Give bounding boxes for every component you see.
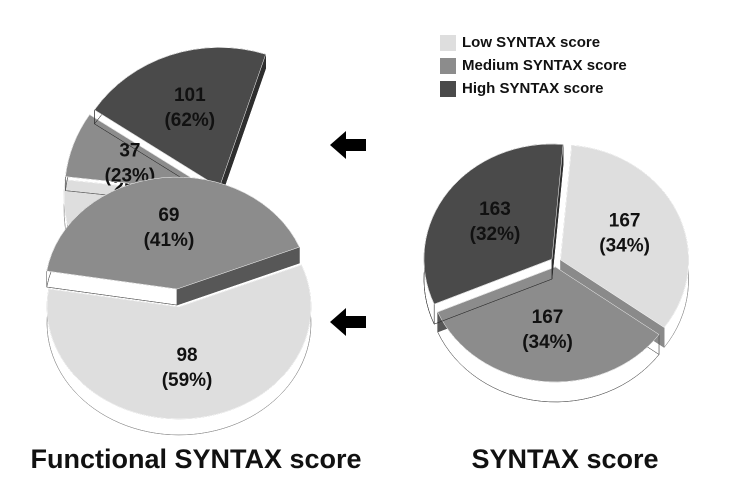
arrow bbox=[330, 308, 366, 336]
slice bbox=[423, 143, 564, 305]
data-label: (34%) bbox=[522, 332, 573, 353]
legend-swatch bbox=[440, 58, 456, 74]
legend-label: High SYNTAX score bbox=[462, 80, 603, 97]
chart-title: Functional SYNTAX score bbox=[30, 444, 361, 474]
data-label: (59%) bbox=[162, 370, 213, 391]
slice bbox=[46, 176, 300, 290]
data-label: 37 bbox=[119, 141, 140, 162]
data-label: 163 bbox=[479, 199, 511, 220]
chart-title: SYNTAX score bbox=[471, 444, 658, 474]
data-label: 69 bbox=[158, 205, 179, 226]
data-label: 167 bbox=[532, 307, 564, 328]
data-label: 98 bbox=[176, 345, 197, 366]
slice bbox=[94, 47, 267, 188]
slice bbox=[437, 266, 660, 383]
arrow bbox=[330, 131, 366, 159]
legend-swatch bbox=[440, 81, 456, 97]
data-label: (41%) bbox=[144, 230, 195, 251]
data-label: 101 bbox=[174, 85, 206, 106]
legend-swatch bbox=[440, 35, 456, 51]
data-label: (62%) bbox=[164, 110, 215, 131]
legend-label: Low SYNTAX score bbox=[462, 34, 600, 51]
data-label: 167 bbox=[609, 211, 641, 232]
data-label: (34%) bbox=[599, 236, 650, 257]
slice bbox=[46, 264, 312, 420]
data-label: (32%) bbox=[470, 224, 521, 245]
slice bbox=[560, 145, 689, 328]
legend-label: Medium SYNTAX score bbox=[462, 57, 627, 74]
slice bbox=[65, 114, 215, 193]
